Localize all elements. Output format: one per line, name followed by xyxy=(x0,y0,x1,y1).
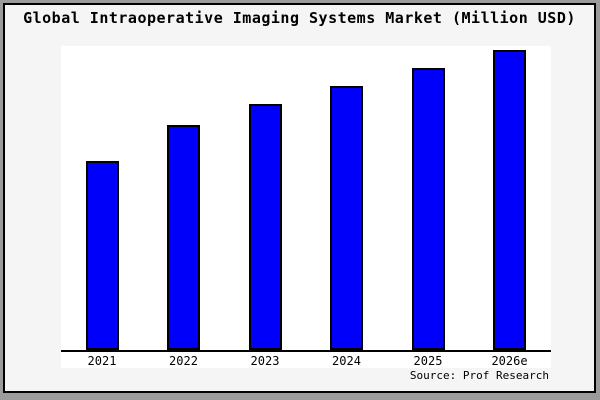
bar-2023 xyxy=(248,104,282,350)
bar-2025 xyxy=(411,68,445,350)
x-tick-label-2025: 2025 xyxy=(413,354,443,368)
x-tick-label-2021: 2021 xyxy=(87,354,117,368)
x-tick-label-2024: 2024 xyxy=(332,354,361,368)
x-tick-label-2022: 2022 xyxy=(169,354,198,368)
x-axis-line xyxy=(61,350,551,352)
plot-area: 2021 2022 2023 2024 2025 2026e xyxy=(61,46,551,368)
bar-2024 xyxy=(330,86,363,350)
bar-2026e xyxy=(493,50,526,350)
bar-2022 xyxy=(167,125,200,350)
source-credit: Source: Prof Research xyxy=(409,369,549,382)
chart-figure: Global Intraoperative Imaging Systems Ma… xyxy=(3,3,596,393)
x-tick-label-2026e: 2026e xyxy=(491,354,528,368)
chart-title: Global Intraoperative Imaging Systems Ma… xyxy=(23,9,576,27)
bar-2021 xyxy=(85,161,119,350)
x-tick-label-2023: 2023 xyxy=(250,354,280,368)
